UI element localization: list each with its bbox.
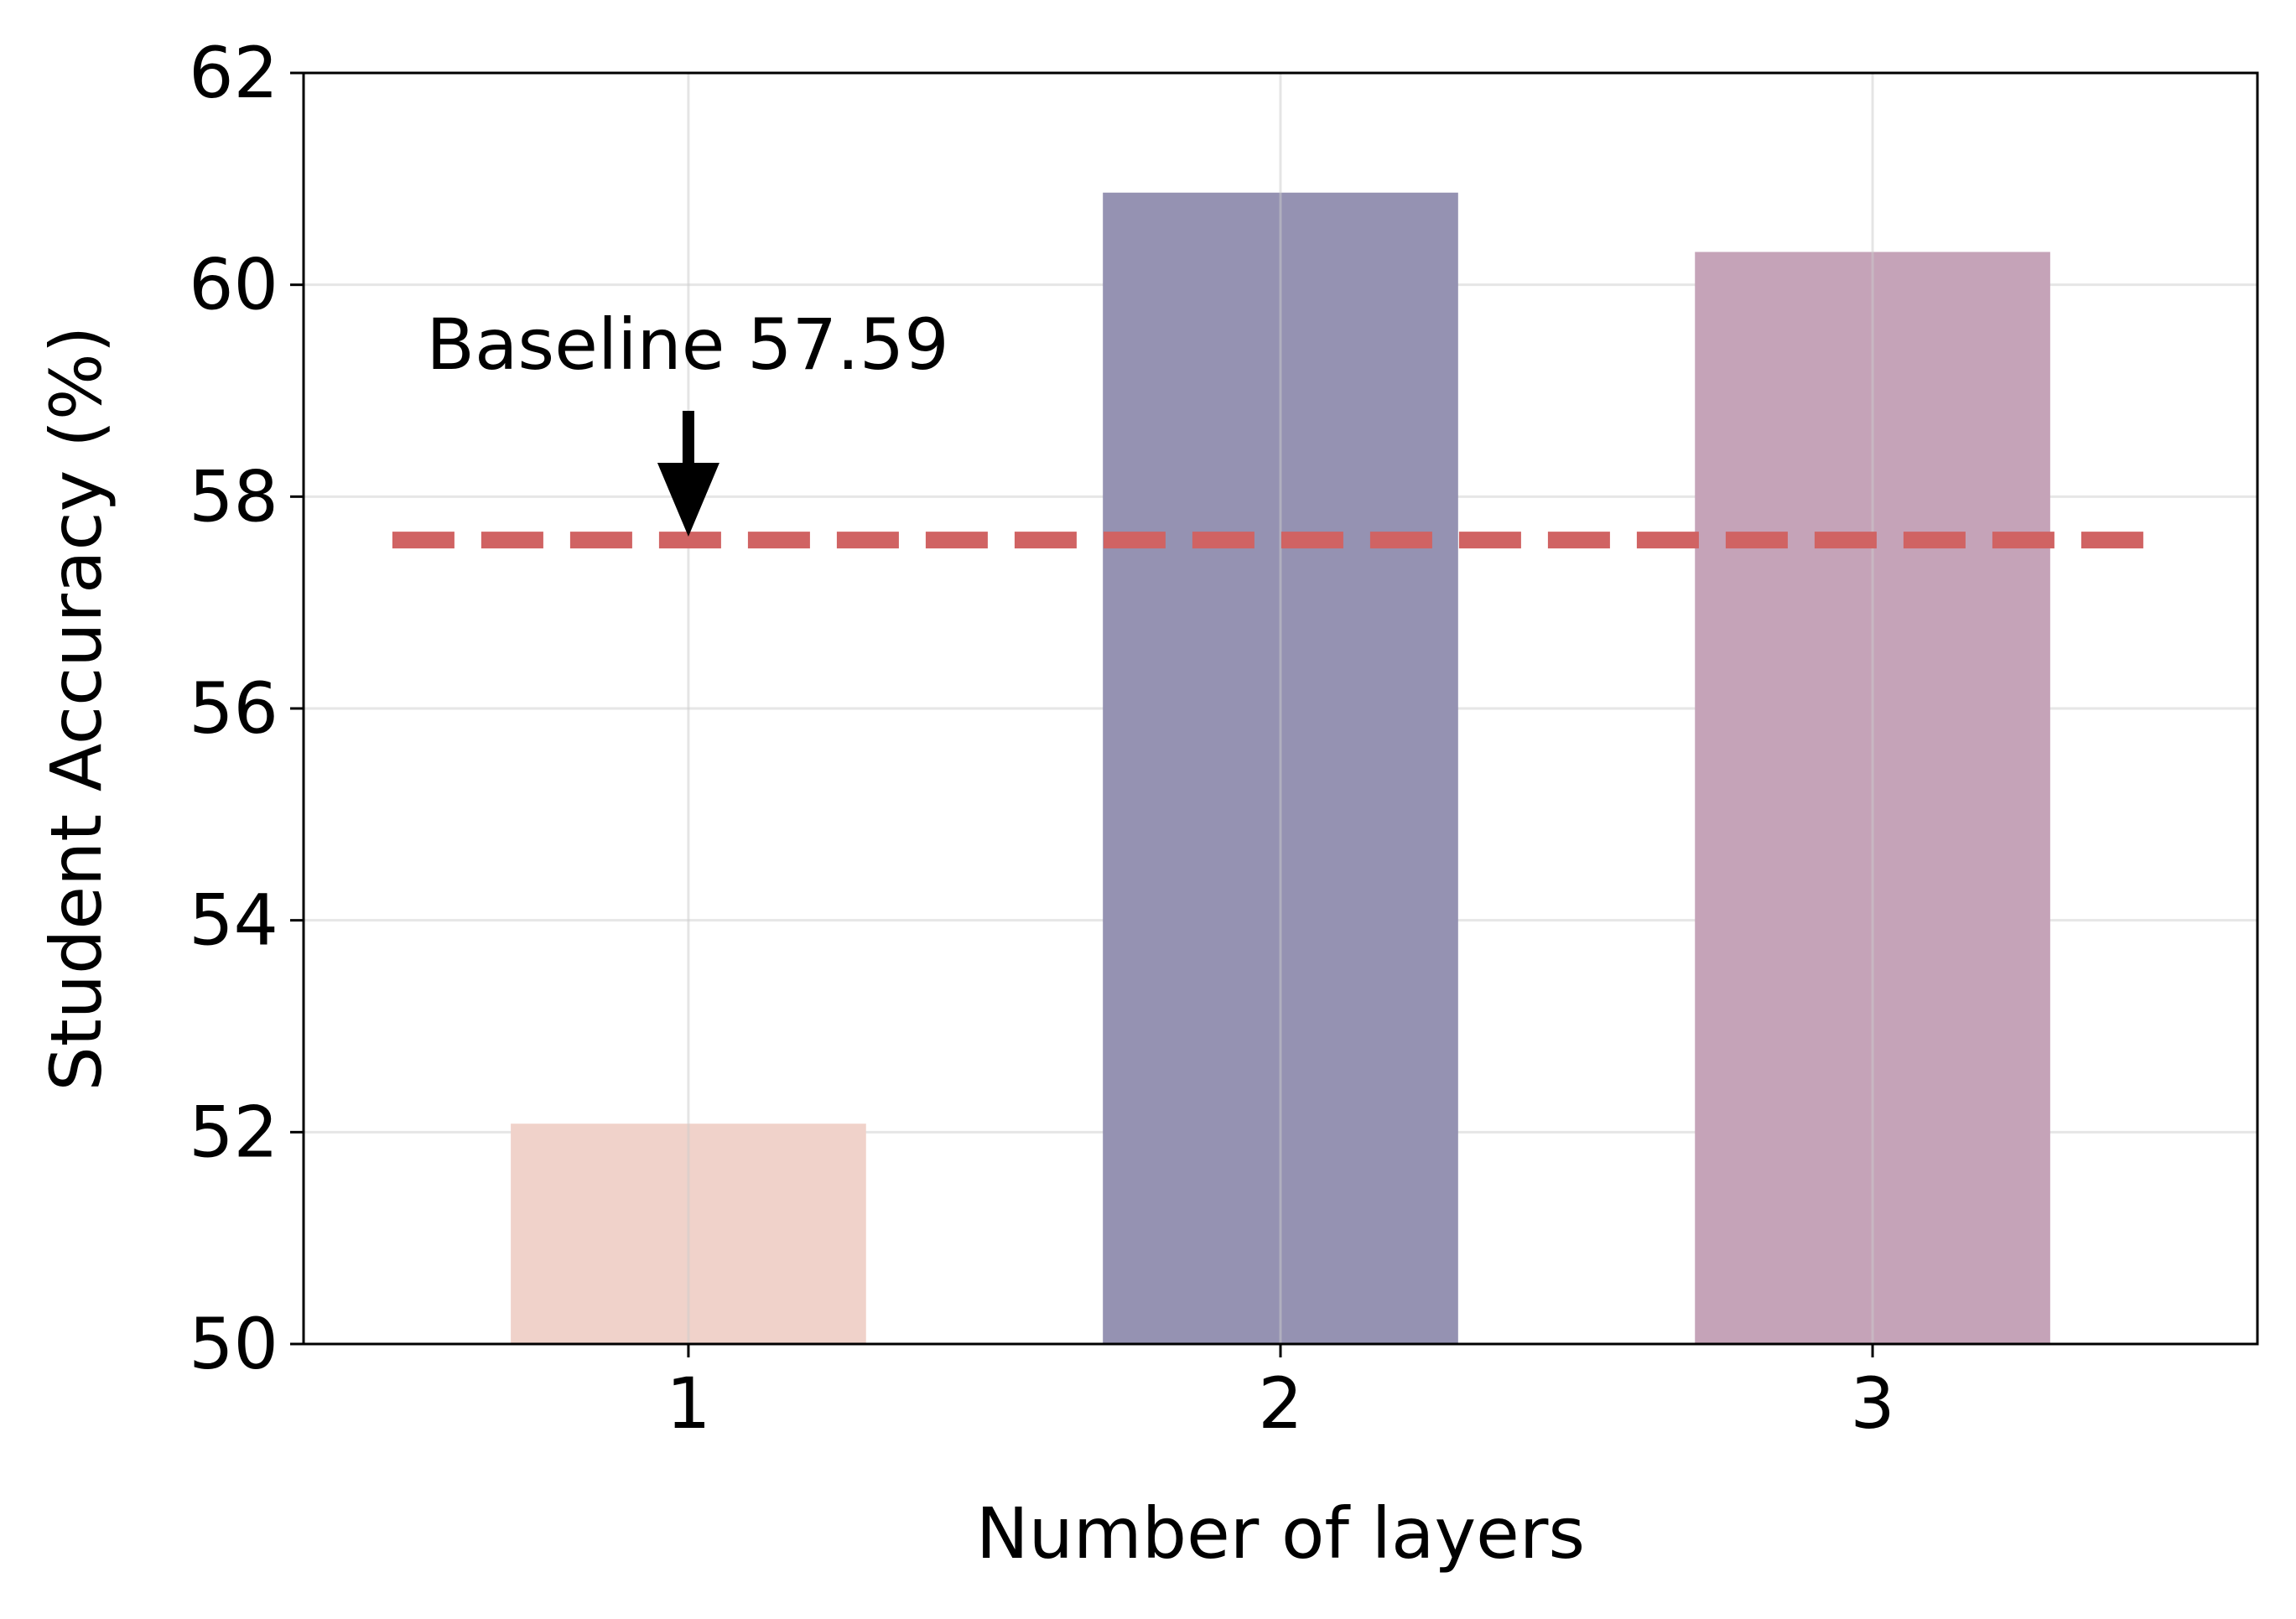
arrow-head bbox=[657, 463, 719, 537]
y-tick-label: 62 bbox=[189, 32, 278, 114]
x-axis-label: Number of layers bbox=[976, 1492, 1585, 1575]
y-tick-label: 54 bbox=[189, 880, 278, 962]
y-tick-label: 58 bbox=[189, 455, 278, 537]
y-tick-label: 56 bbox=[189, 667, 278, 750]
vertical-grid bbox=[687, 73, 1874, 1344]
y-tick-label: 50 bbox=[189, 1303, 278, 1385]
axis-ticks: 50 52 54 56 58 60 62 1 2 3 bbox=[189, 32, 1895, 1445]
x-tick-label: 2 bbox=[1258, 1362, 1302, 1445]
y-tick-label: 52 bbox=[189, 1091, 278, 1173]
x-tick-label: 3 bbox=[1850, 1362, 1894, 1445]
baseline-label: Baseline 57.59 bbox=[426, 304, 948, 386]
y-axis-label: Student Accuracy (%) bbox=[35, 326, 117, 1092]
y-tick-label: 60 bbox=[189, 244, 278, 326]
x-tick-label: 1 bbox=[666, 1362, 710, 1445]
baseline-arrow bbox=[657, 411, 719, 537]
